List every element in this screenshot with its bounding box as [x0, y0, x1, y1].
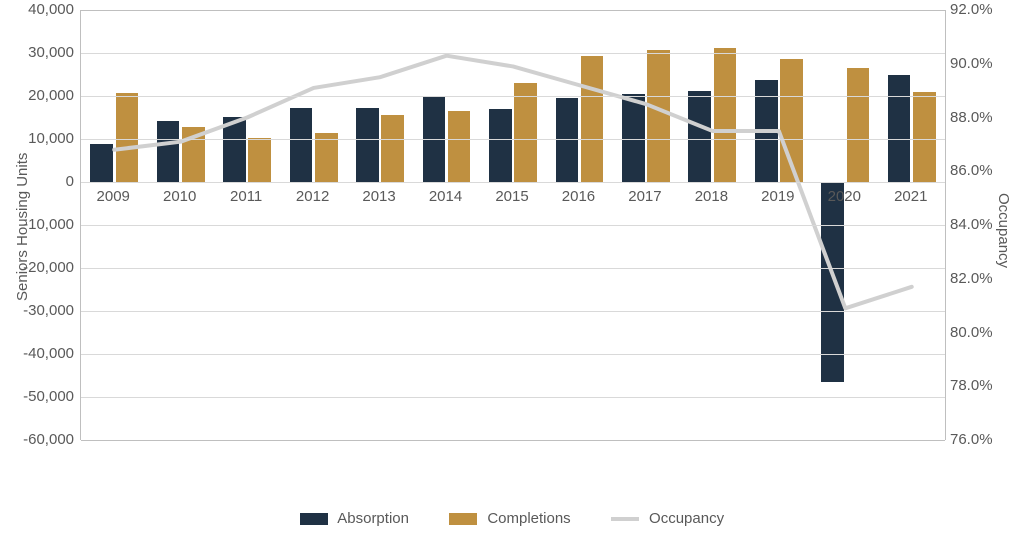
legend-label-completions: Completions — [487, 510, 570, 527]
legend: Absorption Completions Occupancy — [0, 510, 1024, 527]
y-left-tick-label: 30,000 — [0, 44, 74, 61]
gridline — [81, 182, 945, 183]
x-tick-label: 2014 — [429, 188, 462, 205]
legend-label-occupancy: Occupancy — [649, 510, 724, 527]
x-tick-label: 2015 — [495, 188, 528, 205]
y-right-tick-label: 84.0% — [950, 216, 993, 233]
x-tick-label: 2020 — [828, 188, 861, 205]
chart-container: Seniors Housing Units Occupancy Absorpti… — [0, 0, 1024, 533]
x-tick-label: 2011 — [230, 188, 262, 205]
legend-item-occupancy: Occupancy — [611, 510, 724, 527]
gridline — [81, 268, 945, 269]
y-left-tick-label: 0 — [0, 173, 74, 190]
gridline — [81, 225, 945, 226]
y-right-axis-title: Occupancy — [995, 193, 1012, 268]
x-tick-label: 2018 — [695, 188, 728, 205]
x-tick-label: 2016 — [562, 188, 595, 205]
legend-swatch-absorption — [300, 513, 328, 525]
x-tick-label: 2021 — [894, 188, 927, 205]
legend-swatch-completions — [449, 513, 477, 525]
y-left-tick-label: -30,000 — [0, 302, 74, 319]
legend-label-absorption: Absorption — [337, 510, 409, 527]
gridline — [81, 354, 945, 355]
gridline — [81, 10, 945, 11]
legend-item-absorption: Absorption — [300, 510, 409, 527]
y-left-tick-label: 20,000 — [0, 87, 74, 104]
y-left-tick-label: 40,000 — [0, 1, 74, 18]
gridline — [81, 397, 945, 398]
x-tick-label: 2009 — [97, 188, 130, 205]
y-right-tick-label: 92.0% — [950, 1, 993, 18]
x-tick-label: 2019 — [761, 188, 794, 205]
y-left-tick-label: -10,000 — [0, 216, 74, 233]
y-left-tick-label: -20,000 — [0, 259, 74, 276]
gridline — [81, 139, 945, 140]
y-right-tick-label: 76.0% — [950, 431, 993, 448]
y-right-tick-label: 80.0% — [950, 324, 993, 341]
y-right-tick-label: 90.0% — [950, 55, 993, 72]
y-left-tick-label: 10,000 — [0, 130, 74, 147]
x-tick-label: 2012 — [296, 188, 329, 205]
x-tick-label: 2017 — [628, 188, 661, 205]
plot-area — [80, 10, 946, 440]
x-tick-label: 2010 — [163, 188, 196, 205]
y-right-tick-label: 82.0% — [950, 270, 993, 287]
y-left-tick-label: -60,000 — [0, 431, 74, 448]
gridline — [81, 96, 945, 97]
legend-swatch-occupancy — [611, 517, 639, 521]
y-right-tick-label: 78.0% — [950, 377, 993, 394]
legend-item-completions: Completions — [449, 510, 571, 527]
y-right-tick-label: 86.0% — [950, 162, 993, 179]
y-left-tick-label: -50,000 — [0, 388, 74, 405]
x-tick-label: 2013 — [362, 188, 395, 205]
gridline — [81, 440, 945, 441]
y-left-tick-label: -40,000 — [0, 345, 74, 362]
gridline — [81, 53, 945, 54]
y-right-tick-label: 88.0% — [950, 109, 993, 126]
gridline — [81, 311, 945, 312]
